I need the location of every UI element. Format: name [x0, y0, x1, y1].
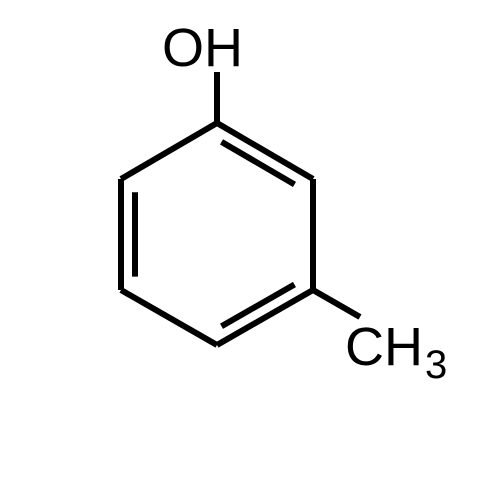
labels-layer: OH CH3 [162, 18, 447, 387]
bond-c4-c5 [121, 290, 217, 345]
bond-c6-c1 [121, 123, 217, 179]
substituent-bond-0 [313, 290, 360, 317]
label-ch3-subscript: 3 [425, 343, 447, 387]
chemical-structure-diagram: OH CH3 [0, 0, 500, 500]
label-oh: OH [162, 18, 243, 78]
label-ch: CH [345, 317, 423, 377]
bonds-layer [121, 72, 360, 345]
